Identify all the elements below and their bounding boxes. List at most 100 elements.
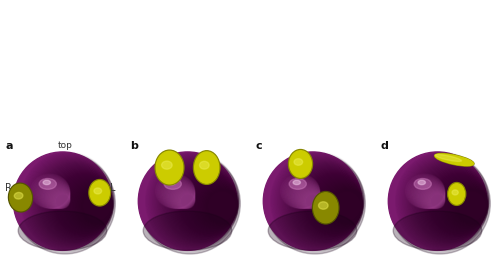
Ellipse shape bbox=[288, 180, 320, 209]
Ellipse shape bbox=[430, 174, 488, 234]
Ellipse shape bbox=[42, 183, 70, 209]
Ellipse shape bbox=[36, 178, 70, 209]
Ellipse shape bbox=[200, 186, 237, 225]
Ellipse shape bbox=[320, 183, 362, 227]
Ellipse shape bbox=[410, 177, 445, 209]
Ellipse shape bbox=[429, 193, 445, 209]
Ellipse shape bbox=[70, 183, 112, 227]
Ellipse shape bbox=[10, 184, 32, 211]
Ellipse shape bbox=[204, 189, 237, 223]
Ellipse shape bbox=[302, 192, 320, 209]
Ellipse shape bbox=[71, 184, 112, 227]
Ellipse shape bbox=[318, 202, 328, 209]
Ellipse shape bbox=[155, 150, 184, 185]
Ellipse shape bbox=[449, 184, 464, 204]
Ellipse shape bbox=[175, 190, 195, 209]
Ellipse shape bbox=[14, 153, 116, 254]
Ellipse shape bbox=[308, 176, 362, 233]
Ellipse shape bbox=[432, 175, 488, 233]
Ellipse shape bbox=[58, 176, 112, 233]
Ellipse shape bbox=[43, 180, 51, 185]
Ellipse shape bbox=[56, 174, 113, 234]
Ellipse shape bbox=[298, 188, 320, 209]
Ellipse shape bbox=[301, 191, 320, 209]
Ellipse shape bbox=[162, 161, 172, 169]
Ellipse shape bbox=[418, 180, 426, 185]
Ellipse shape bbox=[280, 174, 320, 209]
Ellipse shape bbox=[198, 185, 237, 226]
Ellipse shape bbox=[33, 176, 70, 209]
Ellipse shape bbox=[190, 180, 238, 230]
Ellipse shape bbox=[268, 211, 357, 250]
Text: R: R bbox=[6, 183, 12, 193]
Ellipse shape bbox=[446, 184, 487, 227]
Ellipse shape bbox=[436, 178, 488, 231]
Ellipse shape bbox=[179, 193, 195, 209]
Ellipse shape bbox=[65, 180, 112, 230]
Ellipse shape bbox=[196, 184, 237, 227]
Ellipse shape bbox=[14, 192, 23, 199]
Ellipse shape bbox=[427, 172, 488, 236]
Ellipse shape bbox=[264, 152, 362, 250]
Ellipse shape bbox=[412, 179, 445, 209]
Ellipse shape bbox=[406, 174, 445, 209]
Ellipse shape bbox=[18, 211, 107, 250]
Ellipse shape bbox=[448, 185, 487, 226]
Ellipse shape bbox=[294, 184, 320, 209]
Ellipse shape bbox=[442, 181, 488, 229]
Ellipse shape bbox=[202, 188, 237, 224]
Ellipse shape bbox=[200, 161, 209, 169]
Ellipse shape bbox=[158, 176, 195, 209]
Text: top: top bbox=[58, 141, 73, 150]
Ellipse shape bbox=[54, 173, 113, 235]
Ellipse shape bbox=[310, 177, 362, 232]
Text: d: d bbox=[380, 141, 388, 151]
Ellipse shape bbox=[182, 175, 238, 233]
Ellipse shape bbox=[172, 188, 195, 209]
Ellipse shape bbox=[329, 189, 362, 223]
Ellipse shape bbox=[290, 151, 312, 177]
Ellipse shape bbox=[164, 181, 195, 209]
Ellipse shape bbox=[454, 189, 487, 223]
Ellipse shape bbox=[417, 183, 445, 209]
Ellipse shape bbox=[156, 151, 182, 184]
Ellipse shape bbox=[408, 176, 445, 209]
Ellipse shape bbox=[41, 182, 70, 209]
Ellipse shape bbox=[54, 193, 70, 209]
Ellipse shape bbox=[34, 177, 70, 209]
Ellipse shape bbox=[157, 175, 195, 209]
Ellipse shape bbox=[434, 176, 488, 233]
Ellipse shape bbox=[306, 174, 363, 234]
Ellipse shape bbox=[166, 182, 195, 209]
Ellipse shape bbox=[418, 184, 445, 209]
Ellipse shape bbox=[435, 177, 488, 232]
Ellipse shape bbox=[192, 181, 238, 229]
Ellipse shape bbox=[448, 183, 466, 205]
Ellipse shape bbox=[162, 179, 195, 209]
Ellipse shape bbox=[14, 152, 112, 250]
Ellipse shape bbox=[8, 183, 32, 212]
Ellipse shape bbox=[300, 190, 320, 209]
Ellipse shape bbox=[62, 178, 112, 231]
Ellipse shape bbox=[180, 194, 195, 209]
Ellipse shape bbox=[180, 174, 238, 234]
Ellipse shape bbox=[424, 189, 445, 209]
Ellipse shape bbox=[168, 180, 175, 185]
Ellipse shape bbox=[206, 189, 237, 222]
Ellipse shape bbox=[207, 191, 236, 222]
Ellipse shape bbox=[288, 149, 312, 178]
Text: a: a bbox=[6, 141, 13, 151]
Ellipse shape bbox=[452, 188, 487, 224]
Ellipse shape bbox=[421, 187, 445, 209]
Ellipse shape bbox=[48, 189, 70, 209]
Text: b: b bbox=[130, 141, 138, 151]
Ellipse shape bbox=[156, 174, 195, 209]
Ellipse shape bbox=[393, 211, 482, 250]
Ellipse shape bbox=[64, 179, 112, 230]
Ellipse shape bbox=[450, 186, 487, 225]
Ellipse shape bbox=[390, 153, 490, 254]
Ellipse shape bbox=[184, 176, 238, 233]
Ellipse shape bbox=[293, 180, 300, 185]
Ellipse shape bbox=[312, 192, 339, 224]
Ellipse shape bbox=[52, 172, 113, 236]
